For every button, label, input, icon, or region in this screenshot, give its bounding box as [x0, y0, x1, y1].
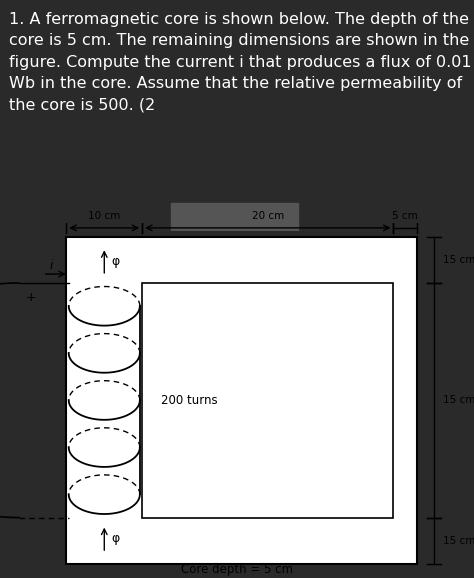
Text: 20 cm: 20 cm: [252, 212, 284, 221]
Text: 10 cm: 10 cm: [88, 212, 120, 221]
Text: φ: φ: [111, 532, 119, 546]
Bar: [66, 237, 417, 564]
Text: 200 turns: 200 turns: [161, 394, 218, 407]
Text: +: +: [26, 291, 36, 303]
Bar: [171, 203, 299, 231]
Text: 15 cm: 15 cm: [443, 395, 474, 405]
Text: i: i: [49, 259, 53, 272]
Text: 5 cm: 5 cm: [392, 212, 418, 221]
Text: 1. A ferromagnetic core is shown below. The depth of the
core is 5 cm. The remai: 1. A ferromagnetic core is shown below. …: [9, 12, 472, 113]
Text: 15 cm: 15 cm: [443, 536, 474, 546]
Text: 15 cm: 15 cm: [443, 255, 474, 265]
Bar: [142, 283, 393, 517]
Text: Core depth = 5 cm: Core depth = 5 cm: [181, 563, 293, 576]
Text: φ: φ: [111, 255, 119, 268]
